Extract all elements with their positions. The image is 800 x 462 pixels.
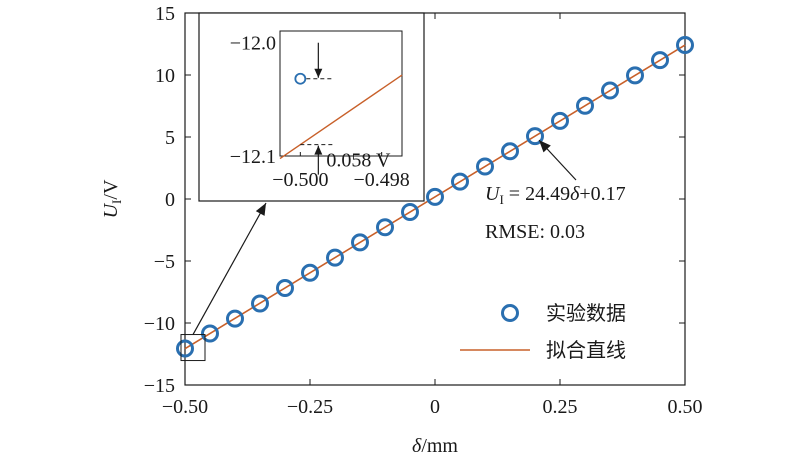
inset-data-point bbox=[294, 72, 307, 85]
zoom-arrow-head bbox=[255, 203, 266, 216]
legend-label-scatter: 实验数据 bbox=[546, 302, 626, 325]
y-tick-label: −5 bbox=[154, 251, 175, 273]
data-point bbox=[601, 81, 619, 100]
y-ticks: −15 −10 −5 0 5 10 15 bbox=[144, 3, 685, 397]
data-point bbox=[526, 127, 544, 146]
data-point bbox=[476, 157, 494, 176]
data-point bbox=[651, 51, 669, 70]
x-tick-label: 0 bbox=[430, 396, 440, 418]
zoom-arrow bbox=[192, 202, 267, 335]
data-point bbox=[201, 324, 219, 343]
data-point bbox=[276, 279, 294, 298]
data-point bbox=[351, 233, 369, 252]
data-point bbox=[326, 248, 344, 267]
y-tick-label: 15 bbox=[155, 3, 175, 25]
data-point bbox=[401, 203, 419, 222]
inset-y-ticks: −12.0 −12.1 bbox=[230, 32, 276, 168]
data-point bbox=[176, 339, 194, 358]
y-tick-label: 5 bbox=[165, 127, 175, 149]
inset-x-tick-label: −0.498 bbox=[354, 169, 410, 191]
legend: 实验数据 拟合直线 bbox=[460, 302, 626, 362]
data-point bbox=[226, 309, 244, 328]
x-tick-label: 0.25 bbox=[543, 396, 578, 418]
x-tick-label: 0.50 bbox=[668, 396, 703, 418]
data-point bbox=[376, 218, 394, 237]
data-point bbox=[426, 187, 444, 206]
data-point bbox=[501, 142, 519, 161]
data-point bbox=[676, 35, 694, 54]
x-tick-label: −0.25 bbox=[287, 396, 333, 418]
inset-arrow-down-head bbox=[314, 68, 323, 78]
inset-x-ticks: −0.500 −0.498 bbox=[272, 152, 410, 191]
data-point bbox=[251, 294, 269, 313]
fit-line bbox=[184, 44, 686, 350]
inset-gap-label: 0.058 V bbox=[326, 150, 391, 172]
legend-marker-scatter bbox=[501, 304, 519, 322]
y-tick-label: 10 bbox=[155, 65, 175, 87]
y-tick-label: −15 bbox=[144, 375, 175, 397]
data-point bbox=[576, 96, 594, 115]
data-point bbox=[551, 111, 569, 130]
inset-arrow-up-head bbox=[314, 145, 323, 155]
inset-y-tick-label: −12.0 bbox=[230, 32, 276, 54]
inset: 0.058 V −12.0 −12.1 −0.500 −0.498 bbox=[198, 12, 425, 202]
legend-label-line: 拟合直线 bbox=[546, 339, 626, 362]
fit-equation: UI = 24.49δ+0.17 bbox=[485, 183, 626, 207]
rmse-label: RMSE: 0.03 bbox=[485, 221, 585, 243]
x-ticks: −0.50 −0.25 0 0.25 0.50 bbox=[162, 13, 703, 418]
data-point bbox=[301, 263, 319, 282]
inset-y-tick-label: −12.1 bbox=[230, 146, 276, 168]
y-tick-label: 0 bbox=[165, 189, 175, 211]
inset-plot-frame bbox=[279, 30, 403, 157]
x-axis-label: δ/mm bbox=[412, 435, 458, 457]
equation-arrow-head bbox=[539, 140, 551, 153]
data-point bbox=[451, 172, 469, 191]
data-point bbox=[626, 66, 644, 85]
x-tick-label: −0.50 bbox=[162, 396, 208, 418]
y-tick-label: −10 bbox=[144, 313, 175, 335]
inset-x-tick-label: −0.500 bbox=[272, 169, 328, 191]
y-axis-label: UI/V bbox=[100, 179, 124, 218]
data-points bbox=[176, 35, 694, 358]
